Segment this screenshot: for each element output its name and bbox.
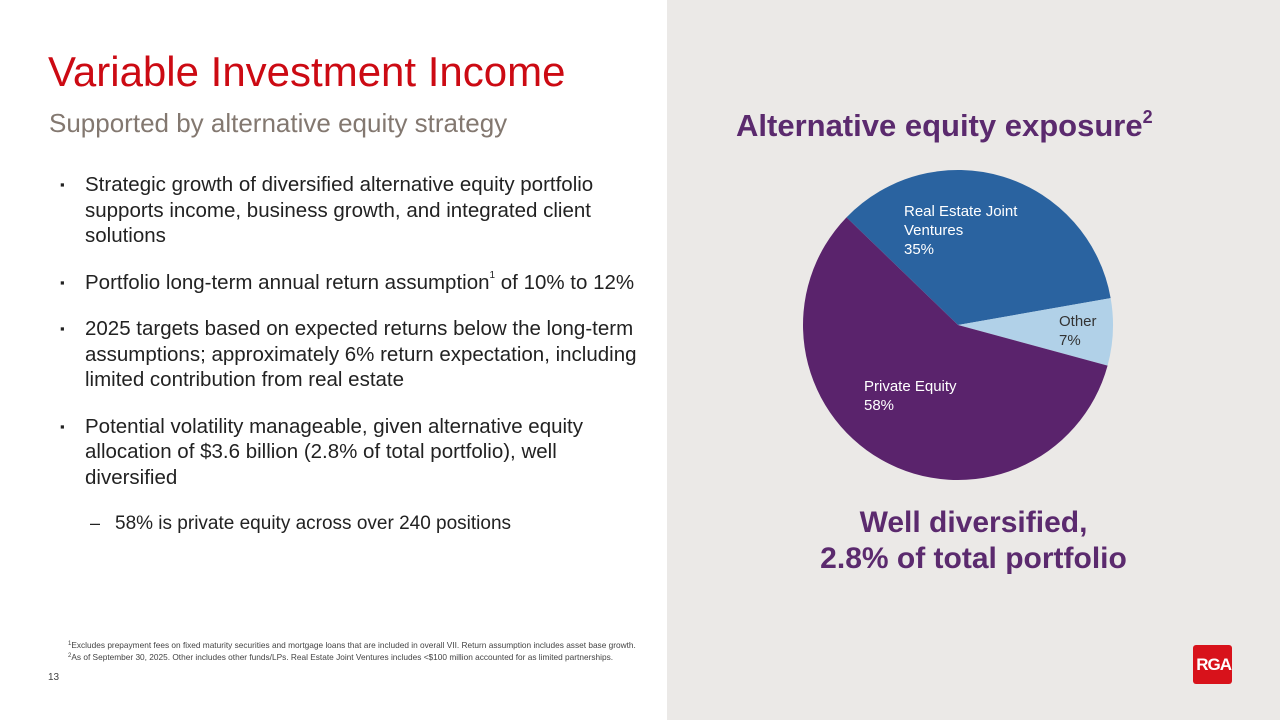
pie-label-private-equity: Private Equity 58% xyxy=(864,378,957,414)
dash-marker: – xyxy=(90,513,101,533)
page-title: Variable Investment Income xyxy=(48,48,566,95)
pie-label-real-estate: Real Estate Joint Ventures 35% xyxy=(904,203,1018,258)
footnotes: 1Excludes prepayment fees on fixed matur… xyxy=(68,640,658,663)
pie-slice-private-equity xyxy=(803,217,1108,481)
pie-slice-other xyxy=(958,298,1113,366)
bullet-marker: ▪ xyxy=(60,177,65,192)
pie-slice-real-estate xyxy=(846,170,1111,325)
chart-title: Alternative equity exposure2 xyxy=(736,107,1153,143)
bullet-item: ▪ Portfolio long-term annual return assum… xyxy=(60,269,635,294)
bullet-marker: ▪ xyxy=(60,321,65,336)
bullet-list: ▪ Strategic growth of diversified alterna… xyxy=(60,172,650,558)
tagline: Well diversified, 2.8% of total portfolio xyxy=(820,506,1127,575)
pie-label-other: Other 7% xyxy=(1059,313,1097,349)
page-number: 13 xyxy=(48,672,60,683)
bullet-item: ▪ Strategic growth of diversified alterna… xyxy=(60,173,594,247)
bullet-item: ▪ Potential volatility manageable, given … xyxy=(60,414,583,489)
bullet-item: ▪ 2025 targets based on expected returns … xyxy=(60,317,637,391)
bullet-marker: ▪ xyxy=(60,418,65,434)
rga-logo: RGA xyxy=(1193,645,1232,684)
pie-chart xyxy=(803,170,1113,481)
footnote: 1Excludes prepayment fees on fixed matur… xyxy=(68,640,636,650)
sub-bullet-item: –58% is private equity across over 240 p… xyxy=(60,511,650,537)
footnote: 2As of September 30, 2025. Other include… xyxy=(68,651,614,662)
bullet-marker: ▪ xyxy=(60,274,65,290)
page-subtitle: Supported by alternative equity strategy xyxy=(49,108,508,138)
